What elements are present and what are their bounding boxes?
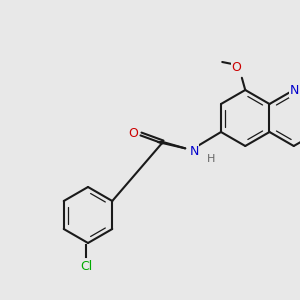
Text: O: O bbox=[128, 127, 138, 140]
Text: O: O bbox=[231, 61, 241, 74]
Text: N: N bbox=[189, 145, 199, 158]
Text: Cl: Cl bbox=[80, 260, 92, 273]
Text: N: N bbox=[290, 84, 299, 97]
Text: H: H bbox=[207, 154, 215, 164]
